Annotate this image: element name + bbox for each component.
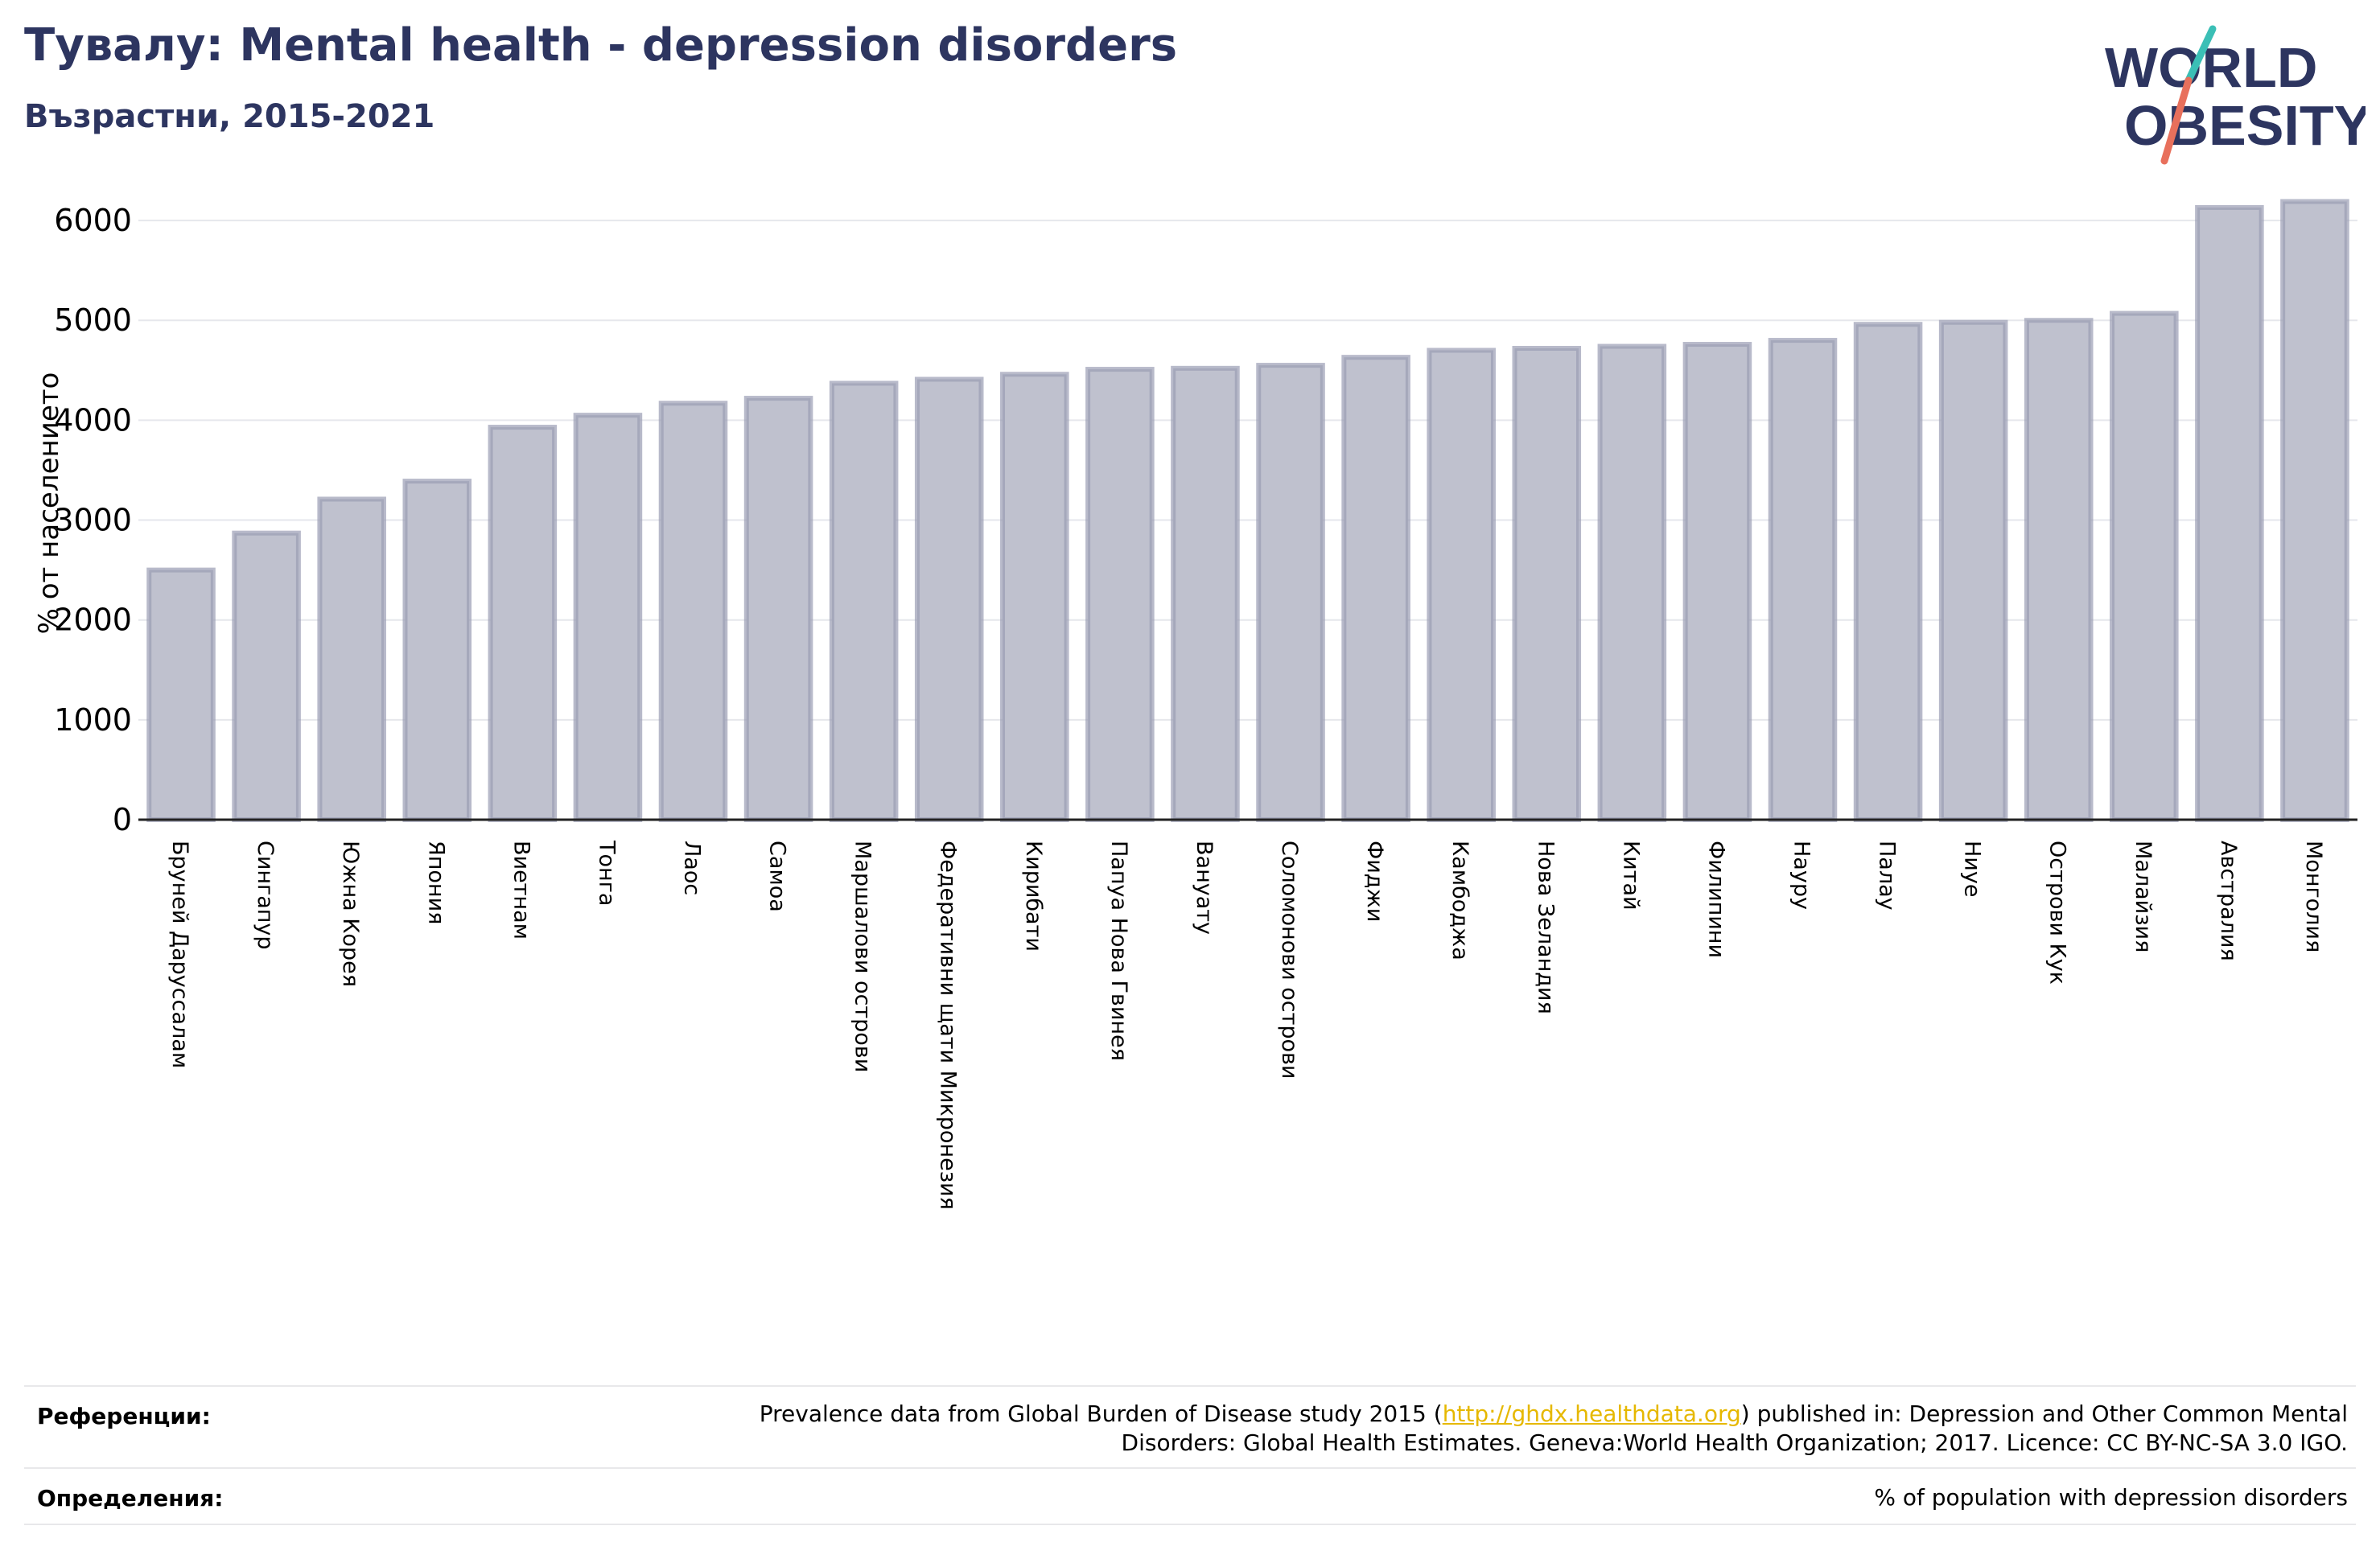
references-link[interactable]: http://ghdx.healthdata.org <box>1442 1400 1741 1427</box>
x-tick-label: Вануату <box>1192 841 1217 935</box>
logo-line2: OBESITY <box>2124 94 2366 157</box>
bar <box>1512 345 1582 822</box>
bar <box>2195 204 2264 822</box>
y-axis-label: % от населението <box>33 372 65 635</box>
bar <box>1938 319 2008 822</box>
references-label: Референции: <box>37 1403 211 1429</box>
y-tick-label: 1000 <box>54 702 132 738</box>
logo-slash-coral <box>2160 76 2193 165</box>
y-tick-label: 3000 <box>54 503 132 538</box>
bar <box>2024 318 2094 822</box>
x-tick-label: Острови Кук <box>2045 841 2070 985</box>
x-tick-label: Кирибати <box>1021 841 1046 952</box>
bar <box>743 396 813 823</box>
y-tick-label: 0 <box>113 802 132 837</box>
bar <box>1000 372 1069 822</box>
y-axis-ticks: 0 1000 2000 3000 4000 5000 6000 <box>54 203 132 837</box>
chart-title: Тувалу: Mental health - depression disor… <box>24 19 1178 72</box>
bars <box>146 199 2349 823</box>
logo-line1: WORLD <box>2105 36 2317 99</box>
references-text-part3: Disorders: Global Health Estimates. Gene… <box>1121 1429 2348 1456</box>
y-tick-label: 5000 <box>54 302 132 338</box>
footer-divider-bottom <box>24 1524 2356 1525</box>
bar <box>317 496 386 822</box>
x-tick-label: Маршалови острови <box>850 841 875 1072</box>
x-tick-label: Япония <box>423 841 448 924</box>
footer-divider-middle <box>24 1467 2356 1469</box>
x-tick-label: Виетнам <box>509 841 533 940</box>
x-tick-label: Тонга <box>594 840 619 906</box>
x-tick-label: Самоа <box>765 841 790 912</box>
bar <box>1682 342 1752 822</box>
y-tick-label: 2000 <box>54 603 132 638</box>
bar <box>1597 343 1667 823</box>
x-tick-label: Папуа Нова Гвинея <box>1106 841 1131 1061</box>
bar <box>1256 363 1325 823</box>
bar <box>232 530 301 822</box>
definitions-label: Определения: <box>37 1485 224 1511</box>
bar <box>1853 322 1923 823</box>
x-tick-label: Австралия <box>2216 841 2241 961</box>
logo-slash-teal <box>2184 25 2217 84</box>
x-tick-label: Палау <box>1875 841 1900 911</box>
bar <box>1768 338 1838 822</box>
definitions-text: % of population with depression disorder… <box>1874 1484 2348 1511</box>
bar <box>402 479 472 822</box>
bar <box>1171 365 1240 823</box>
x-tick-label: Филипини <box>1703 841 1728 958</box>
x-tick-label: Камбоджа <box>1447 841 1472 960</box>
bar <box>1085 367 1155 822</box>
x-tick-label: Сингапур <box>253 841 278 950</box>
footer-divider-top <box>24 1385 2356 1387</box>
bar <box>573 413 643 823</box>
y-tick-label: 6000 <box>54 203 132 238</box>
x-tick-label: Малайзия <box>2131 841 2156 952</box>
references-text-part2: ) published in: Depression and Other Com… <box>1740 1400 2348 1427</box>
x-tick-label: Южна Корея <box>338 841 363 987</box>
bar <box>488 425 558 822</box>
bar <box>914 376 984 822</box>
x-tick-label: Соломонови острови <box>1277 841 1302 1079</box>
chart-subtitle: Възрастни, 2015-2021 <box>24 98 435 135</box>
x-tick-label: Лаос <box>680 841 705 895</box>
y-tick-label: 4000 <box>54 402 132 438</box>
x-tick-label: Федеративни щати Микронезия <box>936 841 961 1210</box>
bar <box>829 380 899 822</box>
x-tick-label: Фиджи <box>1362 841 1387 922</box>
bar <box>146 567 216 822</box>
bar <box>1427 348 1496 822</box>
bar-chart: 0 1000 2000 3000 4000 5000 6000 Бруней Дарусса… <box>33 199 2357 1210</box>
bar <box>1341 355 1410 823</box>
references-text-part1: Prevalence data from Global Burden of Di… <box>759 1400 1443 1427</box>
x-axis-ticks: Бруней Даруссалам Сингапур Южна Корея Япони… <box>167 840 2326 1210</box>
x-tick-label: Ниуе <box>1960 841 1985 897</box>
x-tick-label: Бруней Даруссалам <box>167 841 192 1068</box>
bar <box>2280 199 2349 823</box>
references-text: Prevalence data from Global Burden of Di… <box>760 1400 2348 1458</box>
x-tick-label: Китай <box>1618 841 1643 911</box>
x-tick-label: Монголия <box>2301 841 2326 952</box>
bar <box>2110 311 2179 823</box>
bar <box>658 401 728 823</box>
x-tick-label: Нова Зеландия <box>1533 841 1558 1014</box>
x-tick-label: Науру <box>1789 841 1814 910</box>
world-obesity-logo: WORLD OBESITY <box>2105 25 2366 165</box>
